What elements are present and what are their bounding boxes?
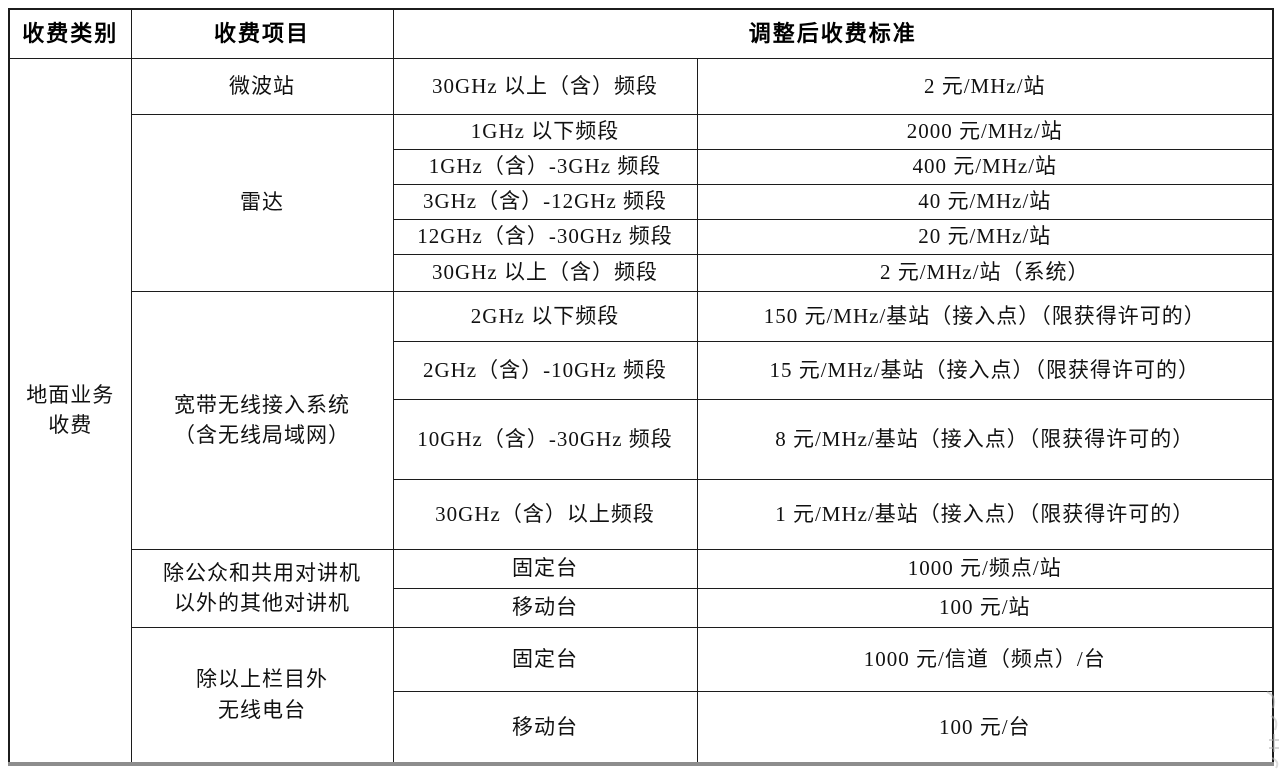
fee-cell: 150 元/MHz/基站（接入点）（限获得许可的） bbox=[696, 290, 1274, 342]
fee-cell: 1000 元/频点/站 bbox=[696, 548, 1274, 589]
table-row: 雷达 1GHz 以下频段 2000 元/MHz/站 bbox=[9, 113, 1274, 292]
band-cell: 2GHz 以下频段 bbox=[392, 290, 698, 342]
table-row: 除公众和共用对讲机 以外的其他对讲机 固定台 1000 元/频点/站 bbox=[9, 548, 1274, 628]
section-label-microwave-station: 微波站 bbox=[130, 57, 394, 115]
table-row: 地面业务 收费 微波站 30GHz 以上（含）频段 2 元/MHz/站 bbox=[8, 57, 1274, 765]
fee-cell: 1 元/MHz/基站（接入点）（限获得许可的） bbox=[696, 478, 1274, 550]
band-cell: 移动台 bbox=[392, 587, 698, 628]
fee-cell: 100 元/站 bbox=[696, 587, 1274, 628]
table-row: 移动台 100 元/台 bbox=[9, 690, 1274, 765]
band-cell: 移动台 bbox=[392, 690, 698, 765]
section-label-intercom: 除公众和共用对讲机 以外的其他对讲机 bbox=[130, 548, 394, 628]
fee-cell: 20 元/MHz/站 bbox=[696, 218, 1274, 255]
section-label-broadband-wireless: 宽带无线接入系统 （含无线局域网） bbox=[130, 290, 394, 550]
table-row: 除以上栏目外 无线电台 固定台 1000 元/信道（频点）/台 bbox=[9, 626, 1274, 765]
section-label-radar: 雷达 bbox=[130, 113, 394, 292]
header-item: 收费项目 bbox=[130, 8, 394, 59]
table-row: 1GHz（含）-3GHz 频段 400 元/MHz/站 bbox=[9, 148, 1274, 185]
table-row: 宽带无线接入系统 （含无线局域网） 2GHz 以下频段 150 元/MHz/基站… bbox=[9, 290, 1274, 550]
band-cell: 12GHz（含）-30GHz 频段 bbox=[392, 218, 698, 255]
band-cell: 2GHz（含）-10GHz 频段 bbox=[392, 340, 698, 400]
table-row: 10GHz（含）-30GHz 频段 8 元/MHz/基站（接入点）（限获得许可的… bbox=[9, 398, 1274, 480]
section-label-other-radio: 除以上栏目外 无线电台 bbox=[130, 626, 394, 765]
fee-cell: 400 元/MHz/站 bbox=[696, 148, 1274, 185]
band-cell: 10GHz（含）-30GHz 频段 bbox=[392, 398, 698, 480]
band-cell: 30GHz 以上（含）频段 bbox=[392, 57, 698, 115]
fee-cell: 2000 元/MHz/站 bbox=[696, 113, 1274, 150]
band-cell: 30GHz（含）以上频段 bbox=[392, 478, 698, 550]
fee-cell: 8 元/MHz/基站（接入点）（限获得许可的） bbox=[696, 398, 1274, 480]
band-cell: 30GHz 以上（含）频段 bbox=[392, 253, 698, 292]
fee-cell: 1000 元/信道（频点）/台 bbox=[696, 626, 1274, 692]
table-row: 2GHz（含）-10GHz 频段 15 元/MHz/基站（接入点）（限获得许可的… bbox=[9, 340, 1274, 400]
fee-cell: 2 元/MHz/站（系统） bbox=[696, 253, 1274, 292]
band-cell: 1GHz 以下频段 bbox=[392, 113, 698, 150]
band-cell: 固定台 bbox=[392, 548, 698, 589]
band-cell: 3GHz（含）-12GHz 频段 bbox=[392, 183, 698, 220]
band-cell: 固定台 bbox=[392, 626, 698, 692]
band-cell: 1GHz（含）-3GHz 频段 bbox=[392, 148, 698, 185]
fee-cell: 2 元/MHz/站 bbox=[696, 57, 1274, 115]
fee-cell: 40 元/MHz/站 bbox=[696, 183, 1274, 220]
table-row: 30GHz（含）以上频段 1 元/MHz/基站（接入点）（限获得许可的） bbox=[9, 478, 1274, 550]
fee-table: 收费类别 收费项目 调整后收费标准 地面业务 收费 微波站 30GHz 以上（含… bbox=[8, 8, 1275, 766]
fee-cell: 15 元/MHz/基站（接入点）（限获得许可的） bbox=[696, 340, 1274, 400]
category-cell: 地面业务 收费 bbox=[8, 57, 132, 765]
table-row: 移动台 100 元/站 bbox=[9, 587, 1274, 628]
table-header-row: 收费类别 收费项目 调整后收费标准 bbox=[8, 8, 1274, 59]
header-category: 收费类别 bbox=[8, 8, 132, 59]
header-standard: 调整后收费标准 bbox=[392, 8, 1274, 59]
fee-cell: 100 元/台 bbox=[696, 690, 1274, 765]
